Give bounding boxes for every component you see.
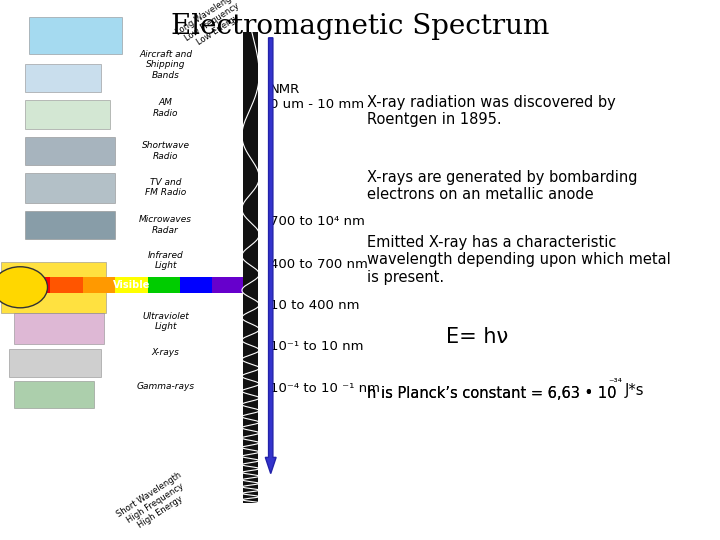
Bar [212, 277, 245, 293]
Bar [29, 17, 122, 54]
Text: E= hν: E= hν [446, 327, 508, 347]
Text: X-rays are generated by bombarding
electrons on an metallic anode: X-rays are generated by bombarding elect… [367, 170, 638, 202]
Bar [50, 277, 83, 293]
Text: 700 to 10⁴ nm: 700 to 10⁴ nm [270, 215, 365, 228]
Text: h is Planck’s constant = 6,63 • 10: h is Planck’s constant = 6,63 • 10 [367, 386, 617, 401]
Bar [1, 262, 106, 313]
Bar [180, 277, 212, 293]
Bar [148, 277, 180, 293]
Bar [9, 349, 101, 377]
Bar [83, 277, 115, 293]
Text: Emitted X-ray has a characteristic
wavelength depending upon which metal
is pres: Emitted X-ray has a characteristic wavel… [367, 235, 671, 285]
Bar [25, 211, 115, 239]
Text: 10⁻¹ to 10 nm: 10⁻¹ to 10 nm [270, 340, 364, 353]
Circle shape [0, 267, 48, 308]
Bar [25, 100, 110, 129]
Text: Visible: Visible [113, 280, 150, 290]
Text: X-ray radiation was discovered by
Roentgen in 1895.: X-ray radiation was discovered by Roentg… [367, 94, 616, 127]
Text: J*s: J*s [625, 383, 644, 399]
FancyArrow shape [265, 38, 276, 474]
Bar [25, 137, 115, 165]
Bar [115, 277, 148, 293]
Bar [14, 381, 94, 408]
Text: Microwaves
Radar: Microwaves Radar [139, 215, 192, 235]
Bar [243, 32, 258, 503]
Bar [25, 64, 101, 92]
Bar [18, 277, 50, 293]
Text: Long Wavelength
Low Frequency
Low Energy: Long Wavelength Low Frequency Low Energy [174, 0, 251, 54]
Text: Gamma-rays: Gamma-rays [137, 382, 194, 390]
Bar [14, 313, 104, 344]
Text: h is Planck’s constant = 6,63 • 10: h is Planck’s constant = 6,63 • 10 [367, 386, 617, 401]
Text: X-rays: X-rays [152, 348, 179, 357]
Text: Shortwave
Radio: Shortwave Radio [142, 141, 189, 161]
Text: Electromagnetic Spectrum: Electromagnetic Spectrum [171, 14, 549, 40]
Text: 10⁻⁴ to 10 ⁻¹ nm: 10⁻⁴ to 10 ⁻¹ nm [270, 382, 380, 395]
Text: Short Wavelength
High Frequency
High Energy: Short Wavelength High Frequency High Ene… [115, 470, 194, 536]
Bar [25, 173, 115, 202]
Text: ⁻³⁴: ⁻³⁴ [608, 378, 622, 388]
Text: Infrared
Light: Infrared Light [148, 251, 184, 270]
Text: NMR
0 um - 10 mm: NMR 0 um - 10 mm [270, 83, 364, 111]
Text: Aircraft and
Shipping
Bands: Aircraft and Shipping Bands [139, 50, 192, 80]
Text: 400 to 700 nm: 400 to 700 nm [270, 258, 368, 271]
Text: Ultraviolet
Light: Ultraviolet Light [143, 312, 189, 331]
Text: AM
Radio: AM Radio [153, 98, 179, 118]
Text: 10 to 400 nm: 10 to 400 nm [270, 299, 359, 312]
Text: TV and
FM Radio: TV and FM Radio [145, 178, 186, 197]
